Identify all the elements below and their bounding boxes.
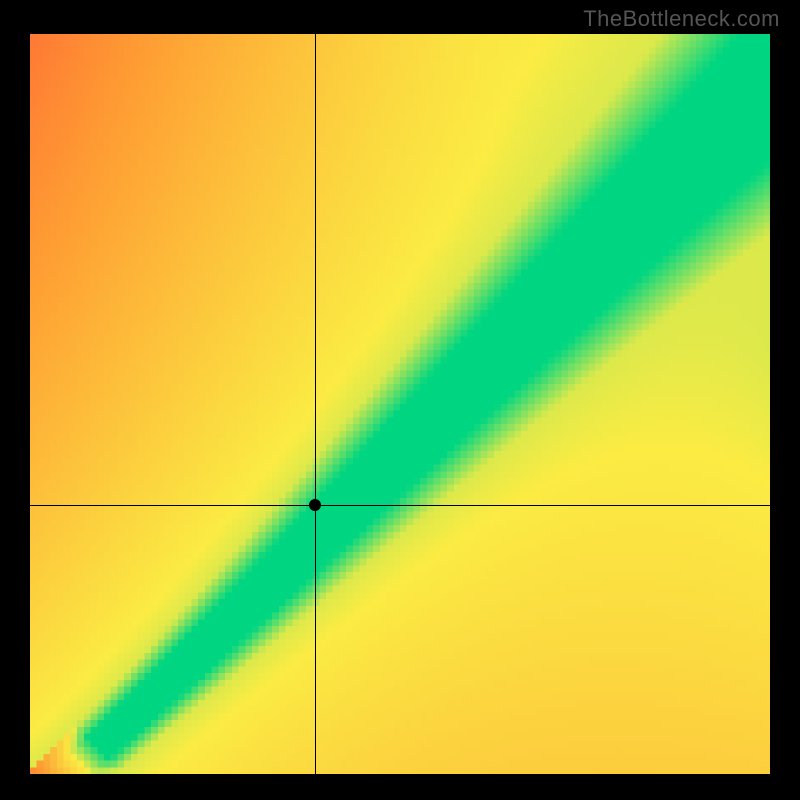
- plot-area: [30, 34, 770, 774]
- heatmap-canvas: [30, 34, 770, 774]
- outer-frame: TheBottleneck.com: [0, 0, 800, 800]
- watermark-text: TheBottleneck.com: [583, 6, 780, 32]
